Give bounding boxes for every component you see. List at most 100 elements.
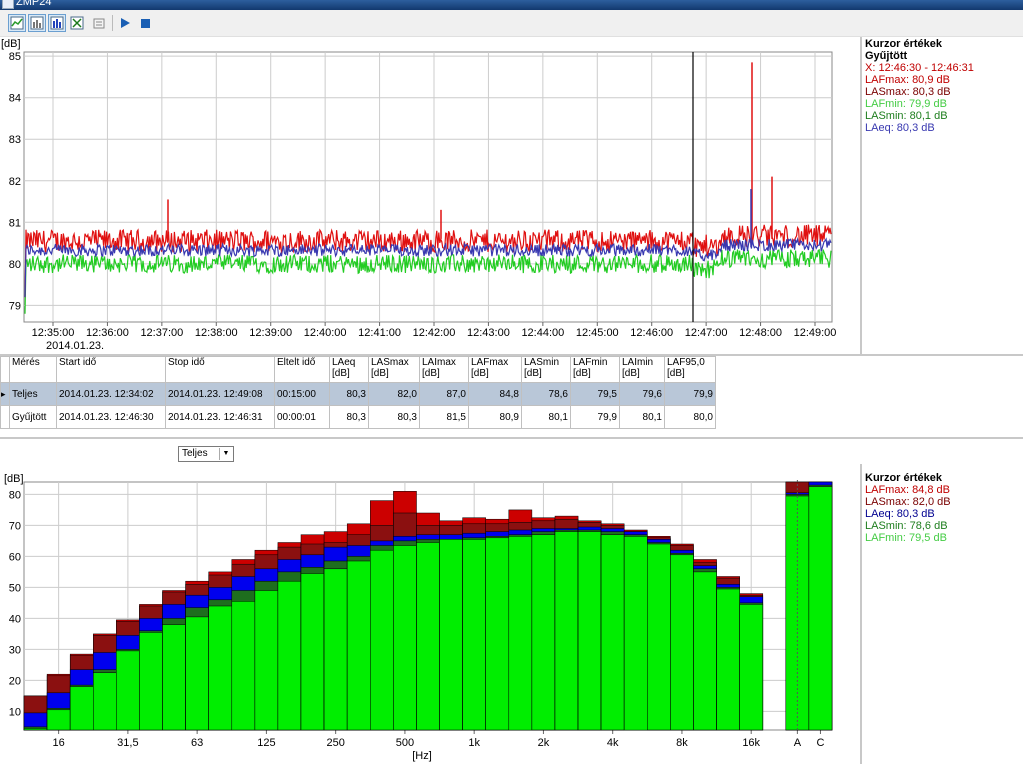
panel-divider[interactable]	[860, 464, 862, 764]
column-header[interactable]: Mérés	[9, 356, 57, 383]
x-tick-label: 16k	[742, 737, 760, 749]
x-tick-label: 1k	[468, 737, 480, 749]
x-tick-label: 12:42:00	[413, 327, 456, 339]
bar-lafmin[interactable]	[46, 709, 71, 731]
x-tick-label: 63	[191, 737, 203, 749]
row-indicator-header	[0, 356, 10, 383]
x-tick-label: 4k	[607, 737, 619, 749]
column-header[interactable]: LAImax [dB]	[419, 356, 469, 383]
bar-lafmin[interactable]	[600, 534, 625, 731]
bar-lafmin[interactable]	[393, 545, 417, 731]
bar-lafmin[interactable]	[254, 590, 279, 731]
stop-button[interactable]	[136, 14, 154, 32]
section-divider[interactable]	[0, 437, 1023, 439]
bar-lafmin[interactable]	[231, 601, 256, 731]
bar-lafmin[interactable]	[370, 549, 394, 731]
bar-lafmin[interactable]	[808, 486, 833, 731]
play-button[interactable]	[116, 14, 134, 32]
column-header[interactable]: LASmin [dB]	[521, 356, 571, 383]
statistics-chart-button[interactable]	[28, 14, 46, 32]
row-selected-indicator-icon: ▸	[0, 382, 10, 406]
column-header[interactable]: Stop idő	[165, 356, 275, 383]
table-cell: 80,0	[664, 405, 716, 429]
bar-lafmin[interactable]	[623, 536, 648, 731]
report-button[interactable]	[90, 14, 108, 32]
column-header-unit: [dB]	[371, 368, 389, 379]
bar-lafmin[interactable]	[577, 531, 602, 731]
app-icon	[2, 0, 14, 9]
table-cell: Gyűjtött	[9, 405, 57, 429]
bar-lafmin[interactable]	[716, 588, 740, 731]
bar-lafmin[interactable]	[462, 539, 486, 731]
column-header[interactable]: LASmax [dB]	[368, 356, 420, 383]
y-tick-label: 82	[9, 176, 21, 188]
spectrum-cursor-value-line: LAeq: 80,3 dB	[865, 508, 935, 520]
bar-lafmin[interactable]	[277, 580, 302, 731]
column-header[interactable]: LAeq [dB]	[329, 356, 369, 383]
column-header-label: Start idő	[59, 357, 97, 368]
x-tick-label: 16	[53, 737, 65, 749]
column-header-label: LASmin	[524, 357, 560, 368]
export-excel-button[interactable]	[68, 14, 86, 32]
table-row[interactable]: Gyűjtött 2014.01.23. 12:46:30 2014.01.23. …	[0, 405, 716, 429]
time-history-chart[interactable]: [dB] 79 80 81 82 83 84 85 12:35:00 12:36:00 12:37:…	[0, 37, 860, 355]
section-divider[interactable]	[0, 354, 1023, 356]
column-header[interactable]: LAImin [dB]	[619, 356, 665, 383]
bar-lafmin[interactable]	[69, 686, 94, 731]
chevron-down-icon[interactable]: ▼	[219, 448, 232, 460]
bar-lafmin[interactable]	[485, 537, 510, 731]
bar-lafmin[interactable]	[185, 616, 209, 731]
spectrum-chart-button[interactable]	[48, 14, 66, 32]
time-history-chart-button[interactable]	[8, 14, 26, 32]
date-label: 2014.01.23.	[46, 340, 104, 352]
bar-lafmin[interactable]	[531, 534, 556, 731]
bar-lafmin[interactable]	[554, 531, 579, 731]
bar-lafmin[interactable]	[139, 632, 163, 731]
x-tick-label: 12:41:00	[358, 327, 401, 339]
bar-lafmin[interactable]	[647, 543, 671, 731]
column-header[interactable]: LAFmax [dB]	[468, 356, 522, 383]
measurement-select[interactable]: Teljes ▼	[178, 446, 234, 462]
play-icon	[121, 18, 130, 28]
bar-chart-icon	[50, 16, 64, 30]
table-cell: 80,3	[329, 405, 369, 429]
column-header[interactable]: LAF95,0 [dB]	[664, 356, 716, 383]
column-header[interactable]: Eltelt idő	[274, 356, 330, 383]
column-header[interactable]: LAFmin [dB]	[570, 356, 620, 383]
bar-lafmin[interactable]	[416, 542, 440, 731]
bar-lafmin[interactable]	[300, 573, 325, 731]
panel-divider[interactable]	[860, 37, 862, 355]
column-header-label: Mérés	[12, 357, 40, 368]
x-tick-label: 12:40:00	[304, 327, 347, 339]
bar-lafmin[interactable]	[670, 554, 694, 731]
plot-area[interactable]	[23, 51, 833, 323]
cursor-value-line: LASmax: 80,3 dB	[865, 86, 951, 98]
column-header-unit: [dB]	[471, 368, 489, 379]
bar-lafmin[interactable]	[739, 604, 764, 731]
column-header[interactable]: Start idő	[56, 356, 166, 383]
report-icon	[93, 18, 105, 29]
bar-lafmin[interactable]	[93, 672, 117, 731]
bar-lafmin[interactable]	[693, 571, 717, 731]
table-cell: 78,6	[521, 382, 571, 406]
x-tick-label: 250	[326, 737, 344, 749]
column-header-unit: [dB]	[622, 368, 640, 379]
table-cell: 00:15:00	[274, 382, 330, 406]
row-indicator	[0, 405, 10, 429]
lafmax-trace	[24, 224, 832, 298]
bar-lafmin[interactable]	[346, 560, 371, 731]
bar-lafmin[interactable]	[323, 568, 348, 731]
column-header-label: Eltelt idő	[277, 357, 316, 368]
bar-lafmin[interactable]	[162, 624, 186, 731]
y-tick-label: 40	[9, 613, 21, 625]
bar-lafmin[interactable]	[508, 536, 533, 731]
table-cell: 84,8	[468, 382, 522, 406]
x-axis-label: [Hz]	[412, 750, 432, 762]
spectrum-chart[interactable]: [dB] 10 20 30 40 50 60 70 80 16 31,5 63 125 250 500 1k 2…	[0, 464, 860, 764]
bar-lafmin[interactable]	[116, 650, 140, 731]
bar-lafmin[interactable]	[439, 539, 463, 731]
table-row[interactable]: ▸ Teljes 2014.01.23. 12:34:02 2014.01.23. 1…	[0, 382, 716, 406]
bar-lafmin[interactable]	[23, 728, 48, 731]
x-tick-label: A	[794, 737, 802, 749]
bar-lafmin[interactable]	[208, 605, 233, 731]
